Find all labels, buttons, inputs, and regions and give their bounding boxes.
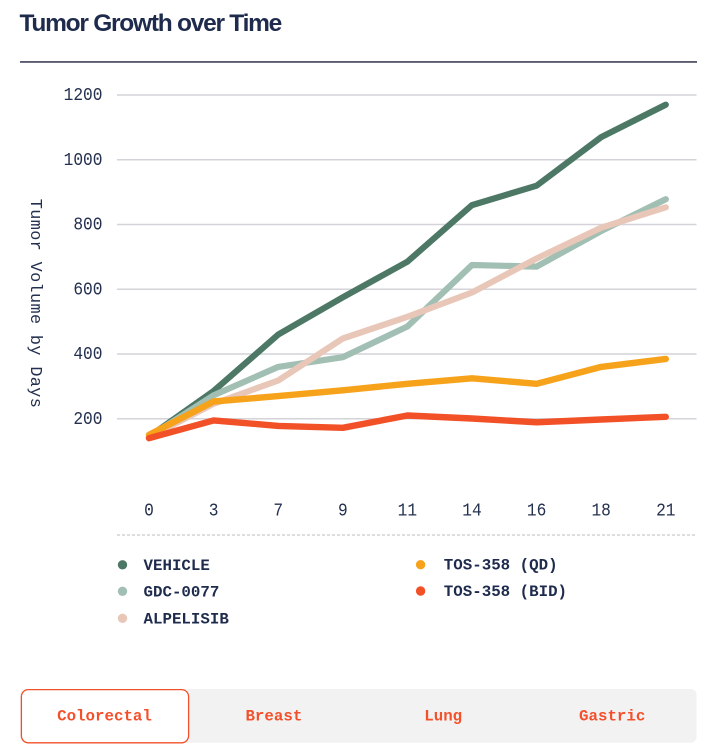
svg-text:Colorectal: Colorectal <box>57 708 152 726</box>
svg-text:18: 18 <box>591 502 610 522</box>
svg-text:3: 3 <box>209 502 219 522</box>
svg-text:1000: 1000 <box>64 151 103 171</box>
svg-text:Breast: Breast <box>245 708 302 726</box>
svg-text:GDC-0077: GDC-0077 <box>144 583 220 601</box>
svg-text:Tumor Growth over Time: Tumor Growth over Time <box>20 10 282 37</box>
svg-text:VEHICLE: VEHICLE <box>144 557 210 575</box>
svg-text:400: 400 <box>73 345 102 365</box>
svg-text:0: 0 <box>144 502 154 522</box>
svg-text:11: 11 <box>398 502 417 522</box>
svg-text:Gastric: Gastric <box>579 708 645 726</box>
svg-text:Lung: Lung <box>424 708 462 726</box>
svg-text:600: 600 <box>73 281 102 301</box>
svg-text:9: 9 <box>338 502 348 522</box>
svg-text:16: 16 <box>527 502 546 522</box>
svg-text:21: 21 <box>656 502 675 522</box>
svg-text:TOS-358 (BID): TOS-358 (BID) <box>444 583 567 601</box>
svg-text:Tumor Volume by Days: Tumor Volume by Days <box>25 199 44 408</box>
svg-text:800: 800 <box>73 216 102 236</box>
svg-text:TOS-358 (QD): TOS-358 (QD) <box>444 557 558 575</box>
svg-text:7: 7 <box>273 502 283 522</box>
svg-text:14: 14 <box>462 502 481 522</box>
svg-text:ALPELISIB: ALPELISIB <box>144 610 230 628</box>
svg-text:1200: 1200 <box>64 86 103 106</box>
svg-text:200: 200 <box>73 410 102 430</box>
